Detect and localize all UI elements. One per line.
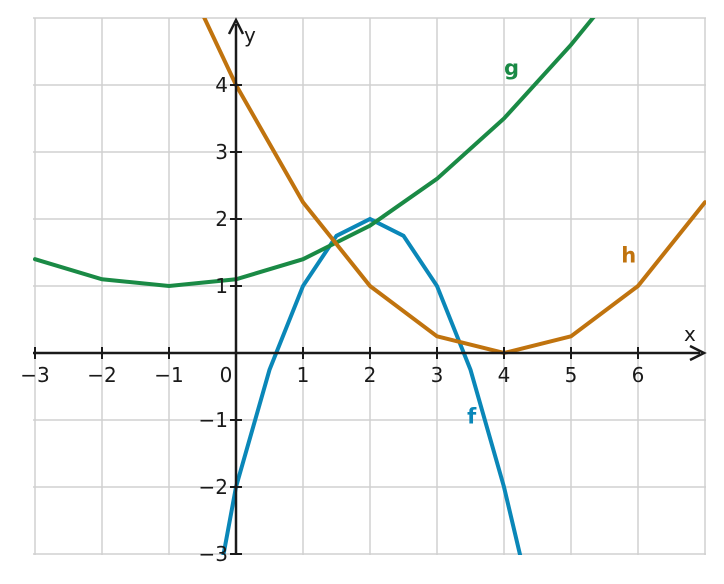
x-tick-label: 3 (431, 363, 444, 387)
x-tick-label: 4 (498, 363, 511, 387)
y-tick-label: 4 (215, 73, 228, 97)
x-tick-label: 2 (364, 363, 377, 387)
x-tick-label: −1 (154, 363, 183, 387)
curve-label-g: g (504, 56, 519, 80)
curve-label-h: h (621, 244, 636, 268)
x-tick-label: −2 (87, 363, 116, 387)
curve-h (202, 18, 706, 356)
curve-f (221, 216, 523, 555)
y-tick-label: −3 (199, 542, 228, 566)
curves (33, 18, 706, 555)
x-axis-arrow (689, 344, 707, 362)
labels: −3 −2 −1 0 1 2 3 4 5 6 −3 −2 −1 1 2 3 4 x y f g h (20, 23, 696, 566)
y-tick-label: 2 (215, 207, 228, 231)
y-tick-label: −2 (199, 475, 228, 499)
curve-label-f: f (467, 404, 477, 428)
x-tick-label: 0 (220, 363, 233, 387)
axes (33, 17, 707, 555)
x-axis-label: x (684, 322, 696, 346)
y-tick-label: 3 (215, 140, 228, 164)
x-tick-label: 1 (297, 363, 310, 387)
x-tick-label: 5 (565, 363, 578, 387)
y-axis-label: y (244, 23, 256, 47)
y-tick-label: −1 (199, 408, 228, 432)
x-tick-label: 6 (632, 363, 645, 387)
y-axis-arrow (227, 17, 245, 35)
x-tick-label: −3 (20, 363, 49, 387)
y-tick-label: 1 (215, 274, 228, 298)
